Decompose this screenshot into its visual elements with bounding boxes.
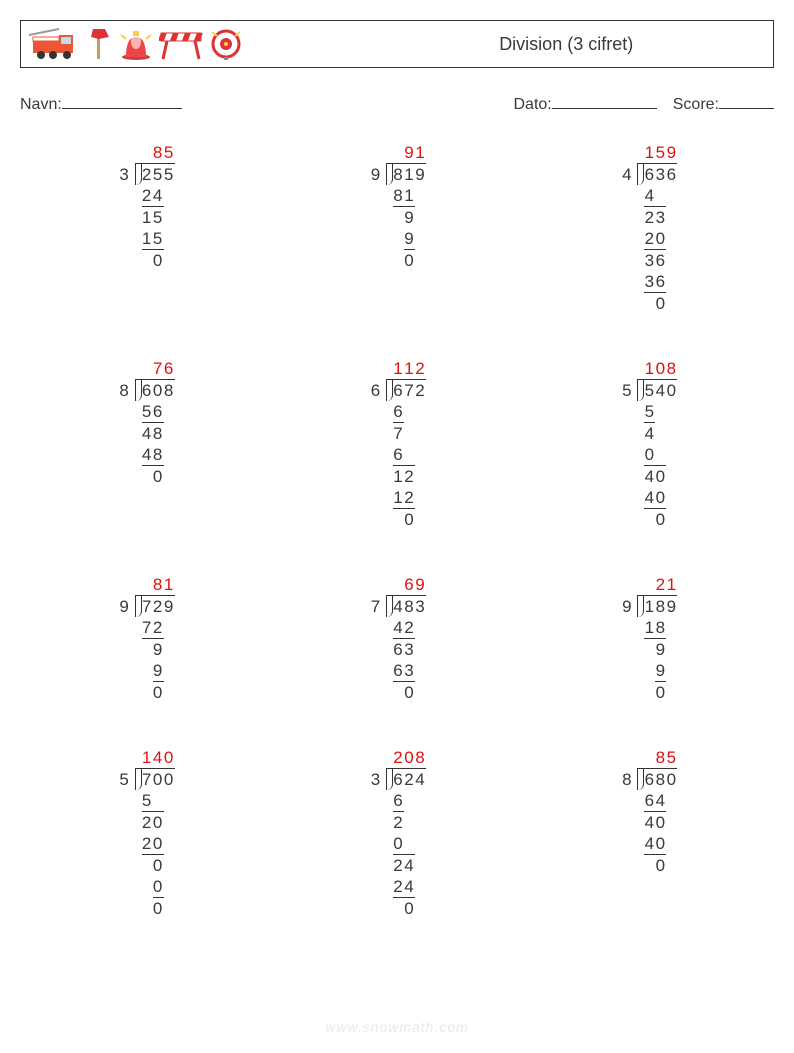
grid-cell: 8532552415150 <box>20 142 271 314</box>
long-division-problem: 7686085648480 <box>117 358 175 530</box>
barrier-icon <box>159 27 203 61</box>
grid-cell: 81972972990 <box>20 574 271 703</box>
long-division-problem: 8586806440400 <box>619 747 677 919</box>
grid-cell: 140570052020000 <box>20 747 271 919</box>
grid-cell: 15946364232036360 <box>523 142 774 314</box>
long-division-problem: 81972972990 <box>117 574 175 703</box>
name-label: Navn: <box>20 96 62 114</box>
long-division-problem: 140570052020000 <box>117 747 175 919</box>
grid-cell: 91981981990 <box>271 142 522 314</box>
grid-cell: 8586806440400 <box>523 747 774 919</box>
siren-icon <box>119 27 153 61</box>
long-division-problem: 108554054040400 <box>619 358 677 530</box>
header-icons <box>29 27 243 61</box>
grid-cell: 6974834263630 <box>271 574 522 703</box>
score-label: Score: <box>673 96 719 114</box>
axe-icon <box>85 27 113 61</box>
long-division-problem: 208362462024240 <box>368 747 426 919</box>
worksheet-header: Division (3 cifret) <box>20 20 774 68</box>
grid-cell: 7686085648480 <box>20 358 271 530</box>
long-division-problem: 112667267612120 <box>368 358 426 530</box>
date-blank[interactable] <box>552 94 657 109</box>
long-division-problem: 6974834263630 <box>368 574 426 703</box>
grid-cell: 108554054040400 <box>523 358 774 530</box>
firetruck-icon <box>29 27 79 61</box>
meta-row: Navn: Dato: Score: <box>20 94 774 114</box>
long-division-problem: 91981981990 <box>368 142 426 314</box>
grid-cell: 208362462024240 <box>271 747 522 919</box>
grid-cell: 21918918990 <box>523 574 774 703</box>
long-division-problem: 15946364232036360 <box>619 142 677 314</box>
score-blank[interactable] <box>719 94 774 109</box>
footer-watermark: www.snowmath.com <box>0 1019 794 1035</box>
date-label: Dato: <box>514 96 552 114</box>
grid-cell: 112667267612120 <box>271 358 522 530</box>
alarm-icon <box>209 27 243 61</box>
name-blank[interactable] <box>62 94 182 109</box>
problem-grid: 8532552415150 91981981990 1594636423203636… <box>20 142 774 919</box>
long-division-problem: 8532552415150 <box>117 142 175 314</box>
long-division-problem: 21918918990 <box>619 574 677 703</box>
worksheet-title: Division (3 cifret) <box>359 34 773 55</box>
